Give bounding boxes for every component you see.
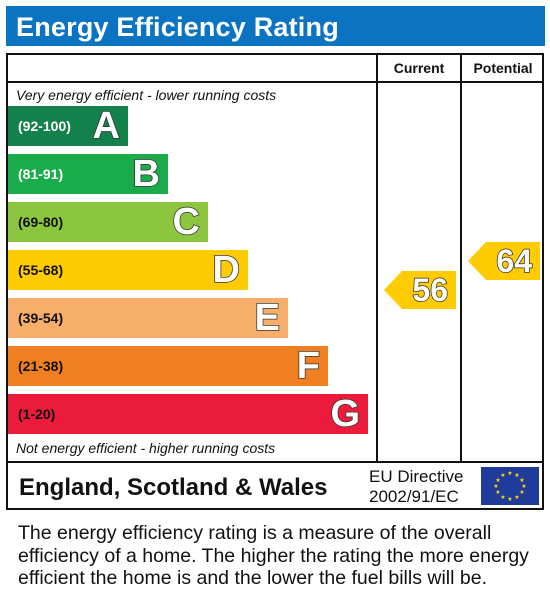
band-range-label: (81-91): [18, 166, 64, 182]
svg-text:★: ★: [500, 472, 505, 479]
band-letter: F: [296, 345, 321, 387]
eu-directive: EU Directive 2002/91/EC: [369, 467, 463, 507]
band-b: (81-91) B: [8, 153, 168, 195]
title-bar: Energy Efficiency Rating: [6, 6, 545, 46]
svg-text:★: ★: [495, 477, 500, 484]
eu-directive-line2: 2002/91/EC: [369, 487, 459, 506]
svg-text:★: ★: [493, 483, 498, 490]
band-g: (1-20) G: [8, 393, 368, 435]
band-range-label: (92-100): [18, 118, 71, 134]
svg-text:★: ★: [500, 494, 505, 501]
band-range-label: (39-54): [18, 310, 64, 326]
potential-column-divider: [460, 53, 462, 463]
header-divider: [6, 81, 544, 83]
current-column-header: Current: [393, 60, 445, 76]
potential-rating-arrow: 64: [468, 242, 540, 280]
svg-text:★: ★: [495, 489, 500, 496]
potential-rating-value: 64: [496, 242, 533, 280]
band-letter: E: [254, 297, 281, 339]
svg-text:★: ★: [521, 483, 526, 490]
current-rating-arrow: 56: [384, 271, 456, 309]
svg-text:★: ★: [507, 496, 512, 503]
band-range-label: (55-68): [18, 262, 64, 278]
svg-text:★: ★: [519, 489, 524, 496]
band-letter: A: [92, 105, 121, 147]
top-note: Very energy efficient - lower running co…: [16, 87, 277, 103]
svg-text:★: ★: [507, 470, 512, 477]
svg-text:★: ★: [519, 477, 524, 484]
svg-text:★: ★: [514, 494, 519, 501]
band-c: (69-80) C: [8, 201, 208, 243]
band-letter: D: [212, 249, 241, 291]
band-letter: B: [132, 153, 161, 195]
current-column-divider: [376, 53, 378, 463]
band-letter: G: [330, 393, 361, 435]
potential-column-header: Potential: [473, 60, 533, 76]
eu-flag-icon: ★ ★ ★ ★ ★ ★ ★ ★ ★ ★ ★ ★: [481, 467, 539, 505]
band-letter: C: [172, 201, 201, 243]
band-e: (39-54) E: [8, 297, 288, 339]
region-label: England, Scotland & Wales: [19, 474, 328, 501]
eu-directive-line1: EU Directive: [369, 467, 464, 486]
description: The energy efficiency rating is a measur…: [18, 522, 529, 589]
page-title: Energy Efficiency Rating: [16, 12, 339, 42]
footer-divider: [6, 461, 544, 463]
band-d: (55-68) D: [8, 249, 248, 291]
band-range-label: (1-20): [18, 406, 56, 422]
band-a: (92-100) A: [8, 105, 128, 147]
bottom-note: Not energy efficient - higher running co…: [16, 440, 276, 456]
band-f: (21-38) F: [8, 345, 328, 387]
svg-text:★: ★: [514, 472, 519, 479]
rating-frame: [6, 53, 544, 510]
current-rating-value: 56: [412, 271, 449, 309]
band-range-label: (21-38): [18, 358, 64, 374]
band-range-label: (69-80): [18, 214, 64, 230]
